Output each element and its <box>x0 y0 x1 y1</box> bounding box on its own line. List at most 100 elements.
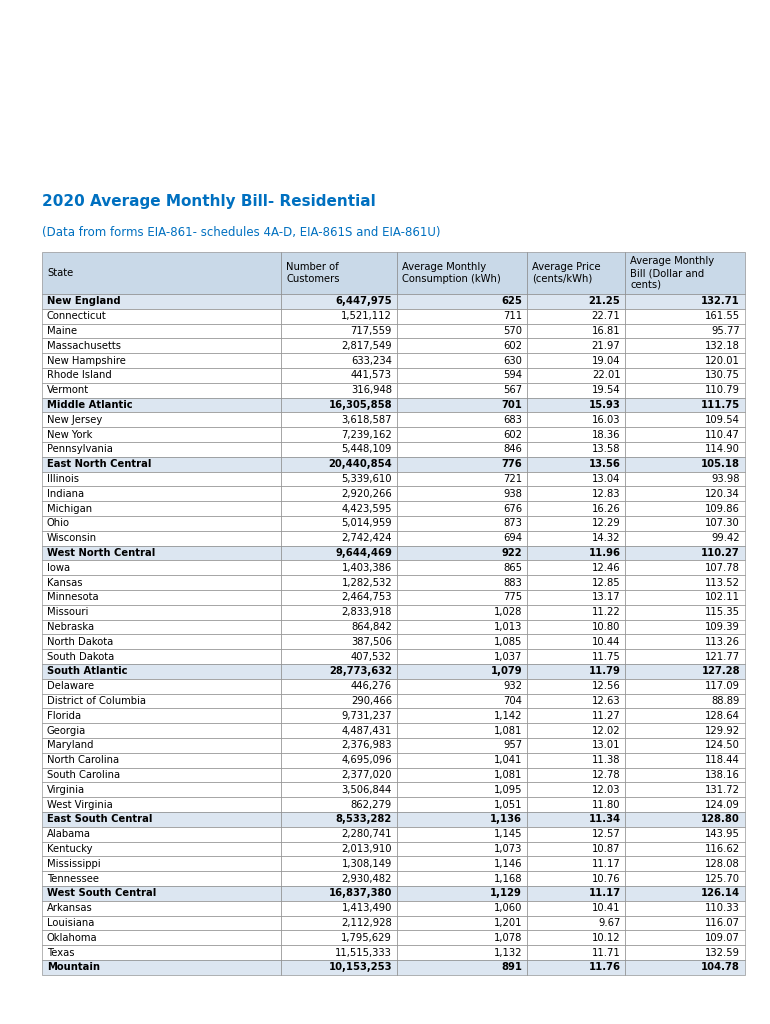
Bar <box>527 931 625 945</box>
Text: West North Central: West North Central <box>47 548 156 558</box>
Text: 10,153,253: 10,153,253 <box>329 963 392 973</box>
Bar <box>42 457 281 472</box>
Text: 2,464,753: 2,464,753 <box>342 593 392 602</box>
Text: New England: New England <box>47 296 121 306</box>
Bar <box>397 871 527 886</box>
Bar <box>527 664 625 679</box>
Text: 10.87: 10.87 <box>592 844 621 854</box>
Bar <box>281 309 397 324</box>
Text: Kansas: Kansas <box>47 578 82 588</box>
Text: 846: 846 <box>504 444 522 455</box>
Text: 1,145: 1,145 <box>494 829 522 840</box>
Text: 1,081: 1,081 <box>494 770 522 780</box>
Bar <box>281 915 397 931</box>
Text: 14.32: 14.32 <box>592 534 621 543</box>
Text: Virginia: Virginia <box>47 784 85 795</box>
Bar <box>42 560 281 575</box>
Bar <box>281 826 397 842</box>
Bar <box>42 427 281 442</box>
Text: 88.89: 88.89 <box>711 696 740 706</box>
Bar <box>527 486 625 501</box>
Text: 120.34: 120.34 <box>705 488 740 499</box>
Text: 124.50: 124.50 <box>705 740 740 751</box>
Text: 11.34: 11.34 <box>588 814 621 824</box>
Text: 11.96: 11.96 <box>588 548 621 558</box>
Bar <box>42 530 281 546</box>
Bar <box>42 635 281 649</box>
Bar <box>527 590 625 605</box>
Bar <box>281 649 397 664</box>
Text: 13.56: 13.56 <box>588 459 621 469</box>
Bar <box>42 753 281 768</box>
Text: 701: 701 <box>501 400 522 410</box>
Text: 11.71: 11.71 <box>591 947 621 957</box>
Text: 864,842: 864,842 <box>351 622 392 632</box>
Bar <box>281 397 397 413</box>
Bar <box>42 693 281 709</box>
Bar <box>281 768 397 782</box>
Text: 16.03: 16.03 <box>592 415 621 425</box>
Text: 11.17: 11.17 <box>591 859 621 868</box>
Text: Arkansas: Arkansas <box>47 903 92 913</box>
Bar <box>42 338 281 353</box>
Text: 107.30: 107.30 <box>705 518 740 528</box>
Text: 2,742,424: 2,742,424 <box>342 534 392 543</box>
Text: 2020 Average Monthly Bill- Residential: 2020 Average Monthly Bill- Residential <box>42 194 376 209</box>
Text: 28,773,632: 28,773,632 <box>329 667 392 677</box>
Bar <box>527 709 625 723</box>
Bar <box>527 338 625 353</box>
Text: 110.79: 110.79 <box>705 385 740 395</box>
Bar <box>281 560 397 575</box>
Bar <box>625 798 745 812</box>
Bar <box>527 252 625 294</box>
Text: 932: 932 <box>503 681 522 691</box>
Text: 1,282,532: 1,282,532 <box>341 578 392 588</box>
Bar <box>527 546 625 560</box>
Bar <box>625 590 745 605</box>
Text: 12.63: 12.63 <box>592 696 621 706</box>
Bar <box>281 368 397 383</box>
Bar <box>42 798 281 812</box>
Bar <box>527 723 625 738</box>
Text: 19.04: 19.04 <box>592 355 621 366</box>
Bar <box>42 486 281 501</box>
Text: West South Central: West South Central <box>47 889 156 898</box>
Text: Texas: Texas <box>47 947 75 957</box>
Bar <box>625 931 745 945</box>
Bar <box>42 472 281 486</box>
Bar <box>397 886 527 901</box>
Text: 3,618,587: 3,618,587 <box>342 415 392 425</box>
Text: 13.01: 13.01 <box>592 740 621 751</box>
Bar <box>625 294 745 309</box>
Text: Vermont: Vermont <box>47 385 89 395</box>
Text: 711: 711 <box>503 311 522 322</box>
Bar <box>281 679 397 693</box>
Bar <box>527 826 625 842</box>
Text: 128.08: 128.08 <box>705 859 740 868</box>
Text: 10.76: 10.76 <box>592 873 621 884</box>
Text: 117.09: 117.09 <box>705 681 740 691</box>
Bar <box>625 338 745 353</box>
Text: Iowa: Iowa <box>47 563 70 572</box>
Bar <box>625 501 745 516</box>
Text: 630: 630 <box>504 355 522 366</box>
Bar <box>397 309 527 324</box>
Text: 109.54: 109.54 <box>705 415 740 425</box>
Bar <box>42 812 281 826</box>
Bar <box>625 782 745 798</box>
Text: 570: 570 <box>503 326 522 336</box>
Text: 12.03: 12.03 <box>592 784 621 795</box>
Bar <box>527 560 625 575</box>
Text: 16,305,858: 16,305,858 <box>328 400 392 410</box>
Bar <box>42 709 281 723</box>
Bar <box>397 516 527 530</box>
Text: New York: New York <box>47 430 92 439</box>
Text: 862,279: 862,279 <box>351 800 392 810</box>
Text: 9.67: 9.67 <box>598 918 621 928</box>
Bar <box>397 826 527 842</box>
Text: 114.90: 114.90 <box>705 444 740 455</box>
Bar <box>527 309 625 324</box>
Text: 104.78: 104.78 <box>701 963 740 973</box>
Text: 118.44: 118.44 <box>705 755 740 765</box>
Bar <box>397 575 527 590</box>
